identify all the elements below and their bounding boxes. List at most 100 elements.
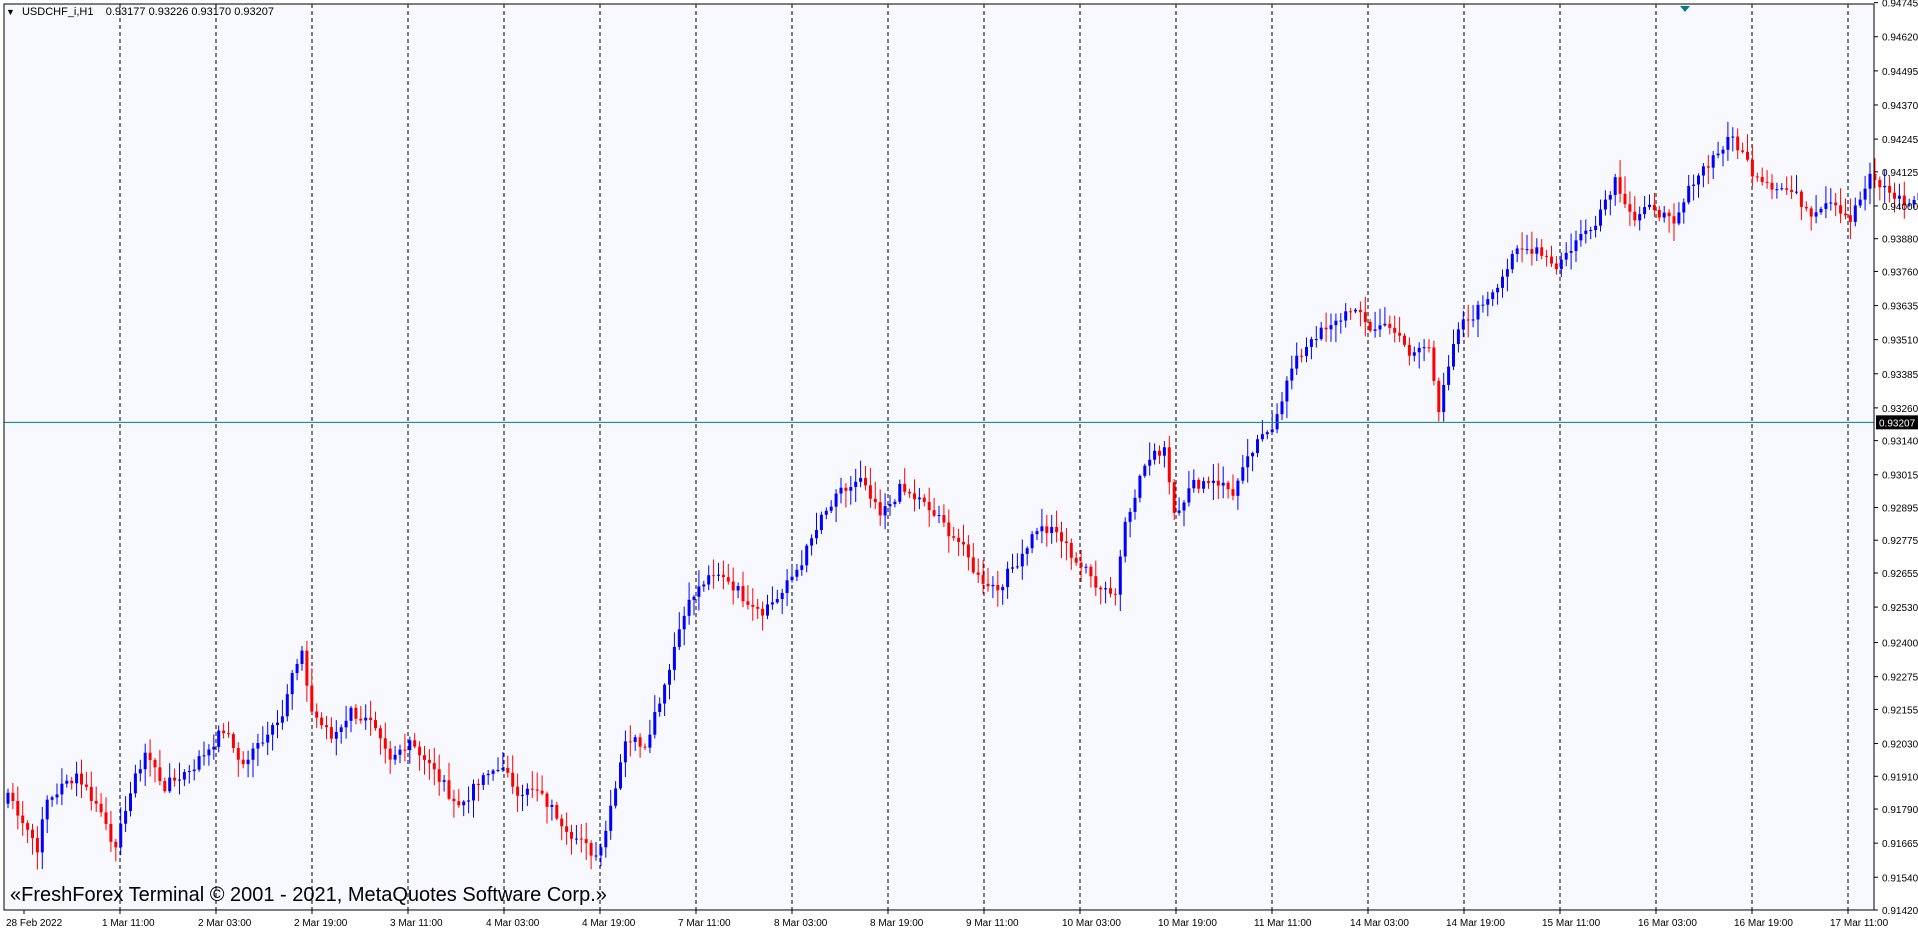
candle-body (1231, 489, 1235, 496)
candle-body (1256, 439, 1259, 453)
candle-body (614, 788, 618, 806)
candle-body (423, 755, 426, 760)
candle-body (1633, 211, 1637, 221)
candle-body (986, 583, 990, 587)
candle-body (785, 580, 789, 593)
candle-body (1060, 532, 1063, 542)
candle-body (1510, 253, 1514, 270)
candle-body (1834, 202, 1838, 206)
candle-body (1373, 329, 1377, 331)
candle-body (374, 720, 377, 729)
candle-body (1265, 432, 1269, 435)
candle-body (158, 767, 162, 782)
candle-body (570, 831, 573, 839)
candle-body (222, 730, 226, 734)
candle-body (1398, 332, 1402, 336)
candle-body (300, 650, 304, 664)
candle-body (143, 752, 147, 770)
candle-body (1687, 185, 1691, 203)
candle-body (1853, 205, 1857, 222)
x-tick-label: 4 Mar 03:00 (486, 918, 540, 929)
candle-body (1393, 327, 1397, 333)
candle-body (1025, 548, 1029, 554)
candle-body (1902, 195, 1906, 206)
y-tick-label: 0.91420 (1882, 906, 1918, 917)
candle-body (168, 777, 172, 792)
candle-body (633, 737, 637, 742)
candle-body (1603, 199, 1607, 210)
candle-body (766, 604, 769, 616)
x-tick-label: 28 Feb 2022 (6, 918, 63, 929)
candle-body (418, 746, 422, 756)
candle-body (604, 830, 608, 848)
candle-body (364, 717, 368, 721)
candle-body (256, 743, 260, 749)
candle-body (1672, 216, 1676, 224)
candle-body (1584, 230, 1588, 234)
candle-body (1167, 447, 1171, 483)
candle-body (1069, 542, 1073, 558)
candle-body (736, 586, 740, 591)
candle-body (1334, 320, 1338, 326)
candle-body (1407, 344, 1411, 356)
candle-body (1569, 251, 1573, 253)
x-tick-label: 16 Mar 19:00 (1734, 918, 1793, 929)
candle-body (883, 506, 887, 516)
candle-body (1790, 189, 1794, 192)
candle-body (1260, 434, 1264, 440)
candle-body (1050, 527, 1054, 534)
candle-body (530, 788, 534, 790)
candle-body (1138, 475, 1142, 498)
candle-body (1706, 166, 1710, 168)
candle-body (1452, 343, 1455, 367)
y-tick-label: 0.92530 (1882, 603, 1918, 614)
candle-body (1878, 179, 1882, 188)
candle-body (1795, 191, 1798, 193)
candle-body (751, 604, 755, 607)
candle-body (1564, 252, 1568, 260)
candle-body (1099, 587, 1103, 590)
candle-body (1755, 176, 1759, 178)
candle-body (1770, 182, 1774, 190)
candle-body (1030, 534, 1034, 549)
last-price-label: 0.93207 (1879, 418, 1916, 429)
candle-body (285, 694, 289, 717)
candle-body (1697, 175, 1700, 185)
y-tick-label: 0.93635 (1882, 302, 1918, 313)
candle-body (962, 542, 965, 545)
x-tick-label: 2 Mar 19:00 (294, 918, 348, 929)
candle-body (359, 718, 363, 721)
candle-body (305, 650, 309, 686)
y-tick-label: 0.93510 (1882, 336, 1918, 347)
candle-body (1613, 177, 1617, 195)
candle-body (540, 790, 544, 794)
y-tick-label: 0.91790 (1882, 805, 1918, 816)
collapse-triangle-icon[interactable]: ▼ (6, 7, 15, 17)
y-tick-label: 0.92400 (1882, 639, 1918, 650)
candle-body (942, 515, 946, 523)
candle-body (1158, 450, 1161, 456)
candle-body (339, 727, 343, 733)
candle-body (687, 599, 691, 616)
candle-body (628, 741, 632, 743)
candle-body (584, 839, 588, 844)
candle-body (756, 606, 760, 609)
candle-body (663, 684, 667, 704)
candle-body (1354, 309, 1357, 312)
candle-body (1907, 204, 1911, 206)
shift-marker-icon (1680, 6, 1690, 12)
candle-body (1074, 557, 1078, 563)
last-price-box (1876, 415, 1918, 430)
candle-body (1608, 194, 1612, 200)
candle-body (1187, 488, 1191, 503)
candle-body (1515, 248, 1519, 254)
candle-body (1148, 459, 1152, 466)
candle-body (952, 536, 956, 538)
candle-body (1358, 309, 1362, 313)
candle-body (565, 826, 569, 832)
candle-body (535, 789, 539, 791)
candle-body (721, 574, 725, 578)
candle-body (138, 769, 142, 774)
